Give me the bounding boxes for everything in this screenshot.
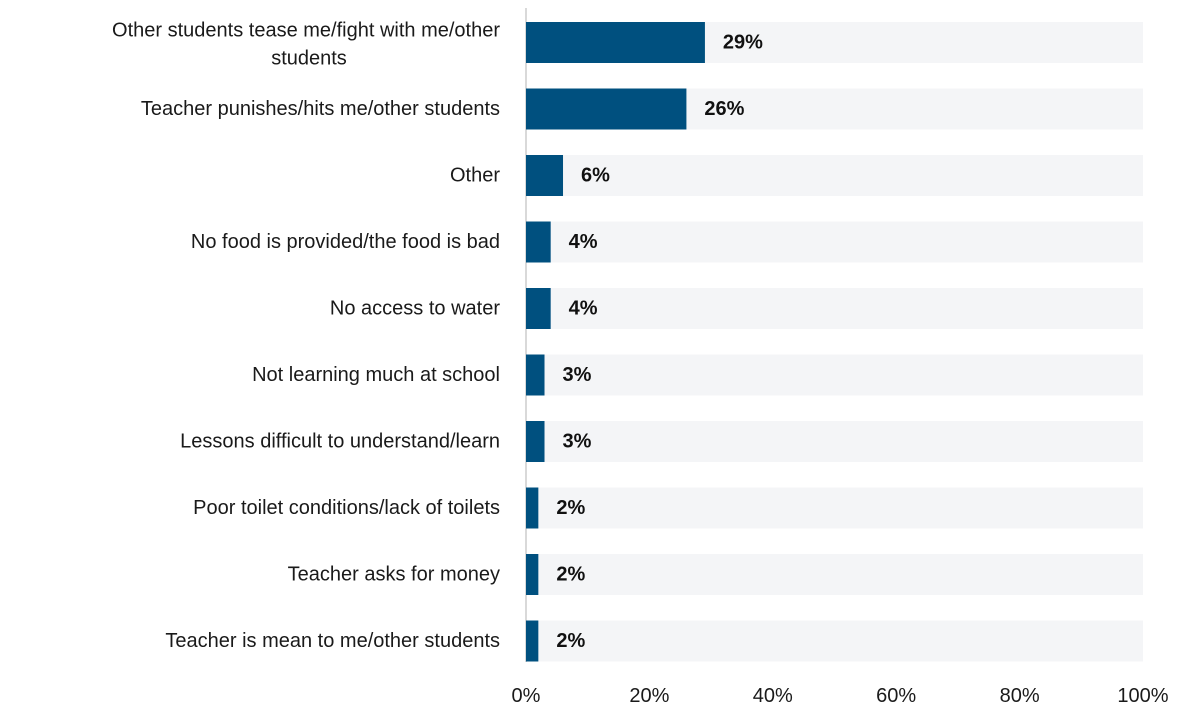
bar	[526, 554, 539, 595]
category-label: No access to water	[330, 298, 500, 320]
bar-track	[526, 554, 1143, 595]
category-label: Poor toilet conditions/lack of toilets	[193, 497, 500, 519]
bar	[526, 354, 545, 396]
bar	[526, 22, 705, 63]
x-tick-label: 40%	[753, 685, 793, 707]
data-label: 4%	[569, 298, 598, 320]
bar-track	[526, 487, 1143, 529]
category-label: Teacher asks for money	[288, 564, 500, 586]
data-label: 3%	[563, 431, 592, 453]
data-label: 2%	[556, 630, 585, 652]
x-tick-label: 20%	[629, 685, 669, 707]
bar-track	[526, 620, 1143, 662]
data-label: 2%	[556, 497, 585, 519]
bar-track	[526, 155, 1143, 196]
category-label: Teacher punishes/hits me/other students	[141, 98, 500, 120]
x-tick-label: 80%	[1000, 685, 1040, 707]
bar-track	[526, 421, 1143, 462]
bar	[526, 487, 539, 529]
data-label: 29%	[723, 32, 763, 54]
data-label: 2%	[556, 564, 585, 586]
data-label: 3%	[563, 364, 592, 386]
bar-track	[526, 354, 1143, 396]
x-tick-label: 0%	[512, 685, 541, 707]
category-label: Not learning much at school	[252, 364, 500, 386]
data-label: 6%	[581, 165, 610, 187]
x-tick-label: 100%	[1117, 685, 1168, 707]
bar	[526, 620, 539, 662]
bar-track	[526, 288, 1143, 329]
bar	[526, 155, 564, 196]
data-label: 26%	[704, 98, 744, 120]
bar	[526, 421, 545, 462]
bar-track	[526, 221, 1143, 263]
bar	[526, 88, 687, 130]
category-label: Lessons difficult to understand/learn	[180, 431, 500, 453]
category-label: No food is provided/the food is bad	[191, 231, 500, 253]
category-label: Other students tease me/fight with me/ot…	[112, 20, 500, 70]
bar	[526, 288, 551, 329]
data-label: 4%	[569, 231, 598, 253]
bar	[526, 221, 551, 263]
category-label: Other	[450, 165, 500, 187]
category-label: Teacher is mean to me/other students	[165, 630, 500, 652]
x-tick-label: 60%	[876, 685, 916, 707]
